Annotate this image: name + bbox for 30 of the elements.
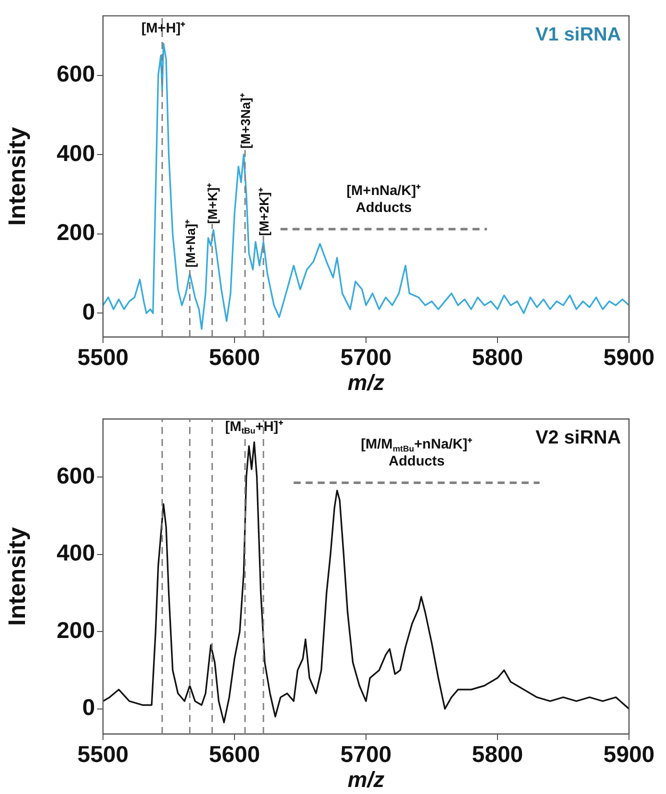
ref-line-label: [M+Na]⁺ xyxy=(182,218,198,268)
ref-line-label: [M+3Na]⁺ xyxy=(238,92,254,149)
y-tick-label: 600 xyxy=(56,60,95,87)
y-tick-label: 400 xyxy=(56,140,95,166)
x-tick-label: 5800 xyxy=(472,741,524,768)
y-axis-title: Intensity xyxy=(4,126,32,226)
x-axis-title: m/z xyxy=(348,370,384,395)
x-axis-title: m/z xyxy=(348,766,384,792)
x-tick-label: 5600 xyxy=(208,344,260,370)
x-tick-label: 5600 xyxy=(208,741,260,768)
y-tick-label: 200 xyxy=(56,616,95,643)
y-tick-label: 200 xyxy=(56,219,95,246)
y-tick-label: 0 xyxy=(82,694,95,720)
x-tick-label: 5900 xyxy=(603,741,655,768)
annotation: [M+H]⁺ xyxy=(141,19,186,36)
y-tick-label: 400 xyxy=(56,540,95,566)
annotation: [M+nNa/K]⁺ Adducts xyxy=(346,182,422,215)
y-tick-label: 0 xyxy=(82,298,95,325)
y-axis-title: Intensity xyxy=(4,526,32,626)
x-tick-label: 5900 xyxy=(603,344,655,370)
x-tick-label: 5500 xyxy=(77,344,129,370)
chart-title: V1 siRNA xyxy=(535,24,622,46)
x-tick-label: 5500 xyxy=(77,741,129,768)
x-tick-label: 5800 xyxy=(472,344,524,370)
x-tick-label: 5700 xyxy=(340,344,392,370)
text: V2 siRNA xyxy=(535,428,622,449)
ref-line-label: [M+2K]⁺ xyxy=(256,187,272,236)
ref-line-label: [M+K]⁺ xyxy=(205,182,220,224)
y-tick-label: 600 xyxy=(56,462,95,488)
x-tick-label: 5700 xyxy=(340,741,392,768)
